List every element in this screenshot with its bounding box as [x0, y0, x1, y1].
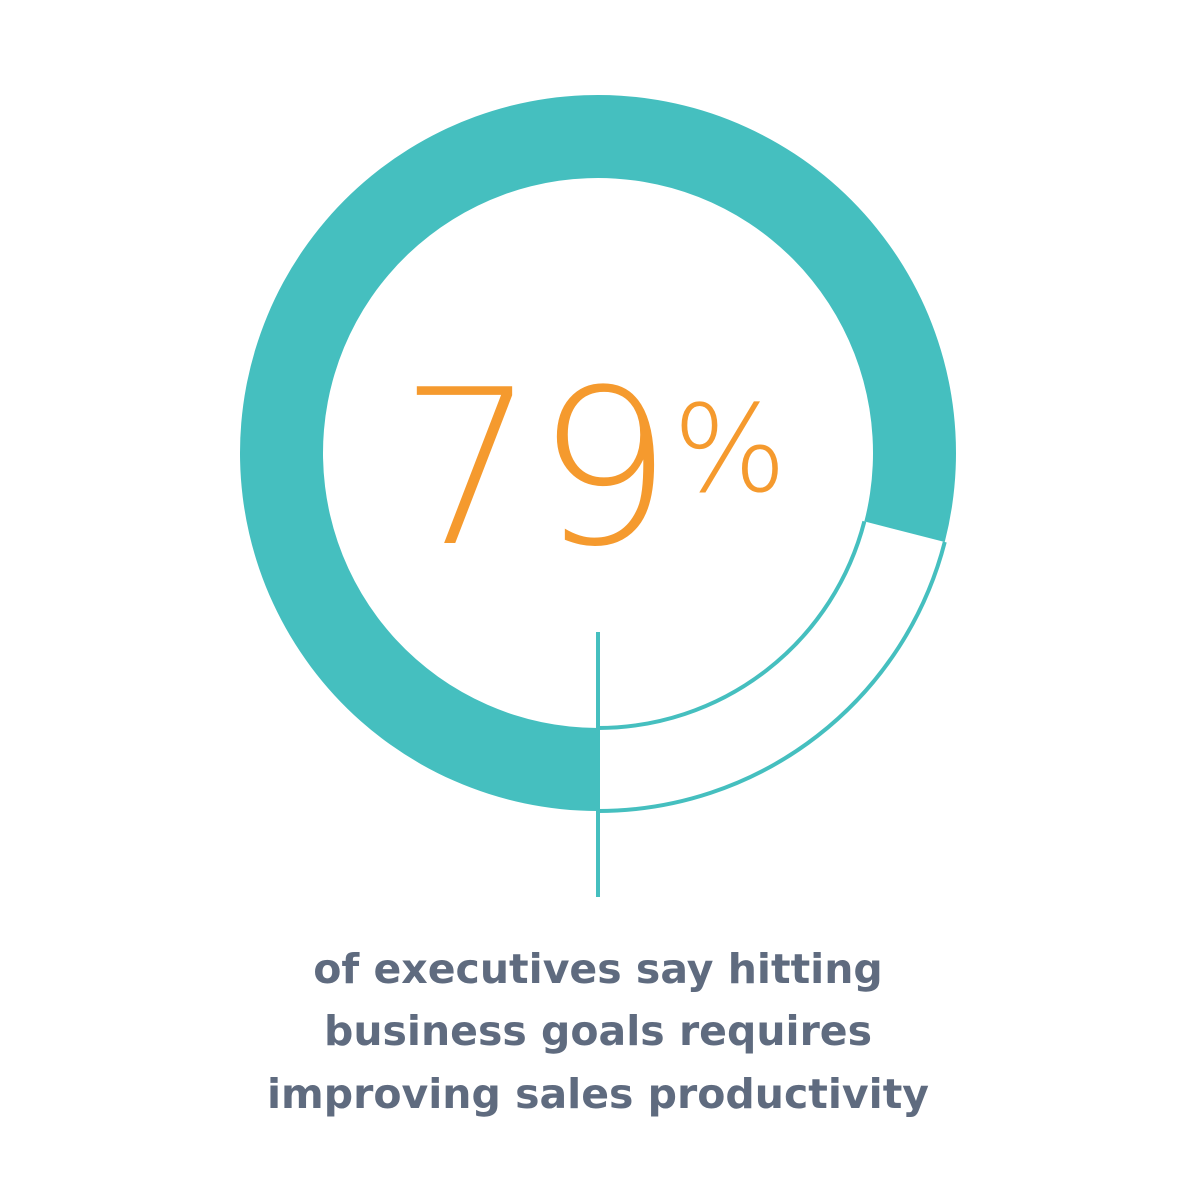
caption-line: business goals requires: [324, 1007, 872, 1055]
value-label: 79%: [399, 343, 787, 594]
remainder-outline: [597, 520, 947, 813]
caption-line: of executives say hitting: [313, 945, 883, 993]
caption-line: improving sales productivity: [267, 1070, 929, 1118]
